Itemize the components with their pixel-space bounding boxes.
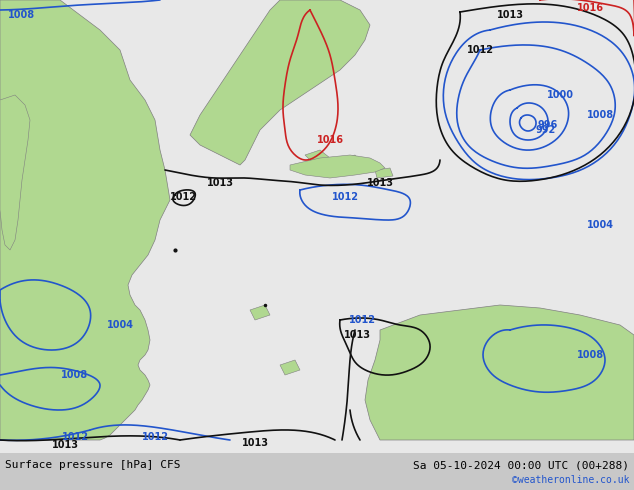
FancyBboxPatch shape [0, 453, 634, 490]
Text: 1016: 1016 [576, 3, 604, 13]
Polygon shape [340, 155, 360, 168]
Text: 1012: 1012 [141, 432, 169, 442]
Text: 996: 996 [538, 120, 558, 130]
Text: 1008: 1008 [576, 350, 604, 360]
Polygon shape [360, 162, 378, 172]
Text: 1012: 1012 [169, 192, 197, 202]
Polygon shape [365, 305, 634, 440]
Text: 1012: 1012 [332, 192, 358, 202]
Polygon shape [305, 150, 330, 165]
Text: 1012: 1012 [349, 315, 375, 325]
Text: 1013: 1013 [344, 330, 370, 340]
Text: ©weatheronline.co.uk: ©weatheronline.co.uk [512, 475, 629, 485]
Text: 1013: 1013 [242, 438, 269, 448]
Polygon shape [375, 168, 393, 178]
Text: 1013: 1013 [366, 178, 394, 188]
Text: 1004: 1004 [107, 320, 134, 330]
Polygon shape [190, 0, 370, 165]
Polygon shape [0, 95, 30, 250]
Text: 1013: 1013 [207, 178, 233, 188]
Text: 1008: 1008 [61, 370, 89, 380]
Text: 1012: 1012 [467, 45, 493, 55]
Polygon shape [250, 305, 270, 320]
Text: 992: 992 [535, 125, 555, 135]
Polygon shape [290, 155, 385, 178]
Text: 1008: 1008 [8, 10, 35, 20]
Text: 1013: 1013 [51, 440, 79, 450]
Text: Surface pressure [hPa] CFS: Surface pressure [hPa] CFS [5, 460, 181, 470]
Text: 1013: 1013 [496, 10, 524, 20]
Polygon shape [0, 0, 170, 440]
Text: 1004: 1004 [586, 220, 614, 230]
Text: 1000: 1000 [547, 90, 574, 100]
Text: 1008: 1008 [586, 110, 614, 120]
Text: Sa 05-10-2024 00:00 UTC (00+288): Sa 05-10-2024 00:00 UTC (00+288) [413, 460, 629, 470]
Polygon shape [280, 360, 300, 375]
Text: 1016: 1016 [316, 135, 344, 145]
Text: 1012: 1012 [61, 432, 89, 442]
